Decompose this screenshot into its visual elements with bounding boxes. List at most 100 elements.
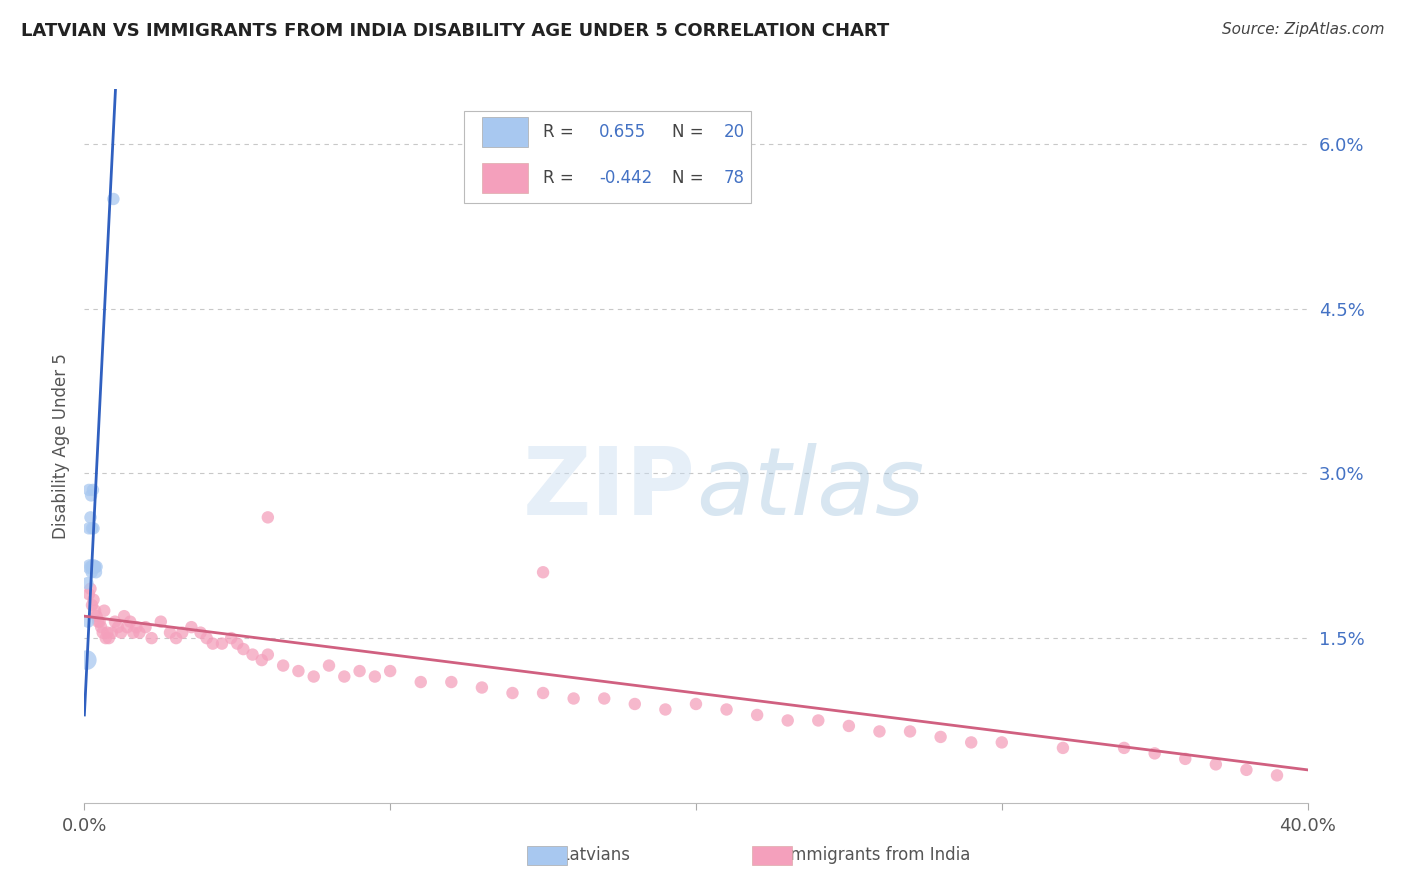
Point [83,559,105,574]
Point [84,566,107,580]
Point [287,664,309,678]
Point [593,691,616,706]
Point [349,664,371,678]
Text: R =: R = [543,123,579,141]
Y-axis label: Disability Age Under 5: Disability Age Under 5 [52,353,70,539]
Point [1174,752,1197,766]
Point [838,719,860,733]
Point [141,631,163,645]
Point [120,615,142,629]
Point [165,631,187,645]
Point [685,697,707,711]
Point [302,669,325,683]
Point [232,642,254,657]
Point [101,625,124,640]
Point [211,637,233,651]
Point [97,631,120,645]
Point [190,625,212,640]
Point [471,681,494,695]
Point [654,702,676,716]
Text: R =: R = [543,169,579,187]
Point [502,686,524,700]
Point [409,675,432,690]
Text: 78: 78 [724,169,745,187]
Point [96,625,118,640]
Point [333,669,356,683]
Point [115,620,138,634]
Point [77,615,100,629]
Point [531,686,554,700]
Point [76,653,98,667]
Point [86,609,108,624]
Point [1205,757,1227,772]
FancyBboxPatch shape [482,117,529,146]
Point [716,702,738,716]
Text: 0.655: 0.655 [599,123,647,141]
Point [107,620,129,634]
Point [93,604,115,618]
Point [257,510,280,524]
Point [87,615,110,629]
Point [104,615,127,629]
Text: 20: 20 [724,123,745,141]
Point [380,664,402,678]
Text: Source: ZipAtlas.com: Source: ZipAtlas.com [1222,22,1385,37]
Point [83,592,105,607]
Point [91,625,114,640]
Point [83,521,105,535]
Point [79,510,101,524]
Point [219,631,242,645]
Point [149,615,172,629]
Point [79,559,101,574]
Point [226,637,249,651]
FancyBboxPatch shape [464,111,751,203]
Point [531,566,554,580]
Point [103,192,125,206]
Point [807,714,830,728]
Point [125,620,148,634]
Point [195,631,218,645]
Point [1236,763,1258,777]
Point [1143,747,1166,761]
Point [122,625,145,640]
FancyBboxPatch shape [482,163,529,193]
Point [83,559,105,574]
Point [869,724,891,739]
Point [79,582,101,596]
Text: atlas: atlas [696,443,924,534]
Point [89,615,111,629]
Point [80,566,103,580]
Point [77,521,100,535]
Point [318,658,340,673]
Text: -0.442: -0.442 [599,169,652,187]
Point [242,648,264,662]
Text: ZIP: ZIP [523,442,696,535]
Point [128,625,150,640]
Point [90,620,112,634]
Point [159,625,181,640]
Point [84,604,107,618]
Point [364,669,387,683]
Point [1114,740,1136,755]
Text: N =: N = [672,169,709,187]
Point [776,714,799,728]
Text: Latvians: Latvians [534,846,630,863]
Point [172,625,194,640]
Point [82,483,104,497]
Point [250,653,273,667]
Point [77,483,100,497]
Point [77,587,100,601]
Point [135,620,157,634]
Point [80,488,103,502]
Point [84,559,107,574]
Point [1052,740,1074,755]
Point [562,691,585,706]
Point [76,576,98,591]
Point [898,724,921,739]
Point [624,697,647,711]
Point [929,730,952,744]
Text: LATVIAN VS IMMIGRANTS FROM INDIA DISABILITY AGE UNDER 5 CORRELATION CHART: LATVIAN VS IMMIGRANTS FROM INDIA DISABIL… [21,22,890,40]
Point [80,521,103,535]
Point [180,620,202,634]
Point [112,609,135,624]
